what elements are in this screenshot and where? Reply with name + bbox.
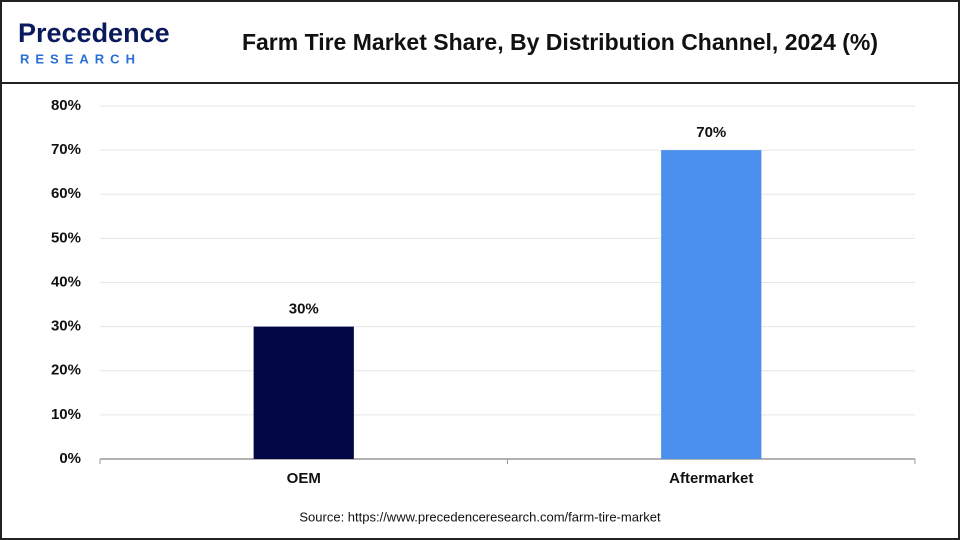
bar — [253, 326, 354, 459]
y-tick-label: 10% — [51, 406, 81, 423]
y-tick-label: 0% — [59, 450, 81, 467]
x-tick-label: Aftermarket — [669, 470, 753, 487]
y-tick-label: 60% — [51, 185, 81, 202]
chart-title: Farm Tire Market Share, By Distribution … — [242, 29, 878, 55]
source: Source: https://www.precedenceresearch.c… — [299, 509, 661, 524]
value-label: 70% — [696, 124, 726, 141]
y-tick-label: 80% — [51, 97, 81, 114]
bar — [661, 150, 762, 459]
y-tick-label: 70% — [51, 141, 81, 158]
x-tick-label: OEM — [287, 470, 321, 487]
y-tick-label: 20% — [51, 362, 81, 379]
y-tick-label: 40% — [51, 273, 81, 290]
value-label: 30% — [289, 301, 319, 318]
y-tick-label: 30% — [51, 318, 81, 335]
logo-tagline: RESEARCH — [20, 51, 141, 66]
logo-name: Precedence — [18, 18, 170, 48]
y-tick-label: 50% — [51, 229, 81, 246]
